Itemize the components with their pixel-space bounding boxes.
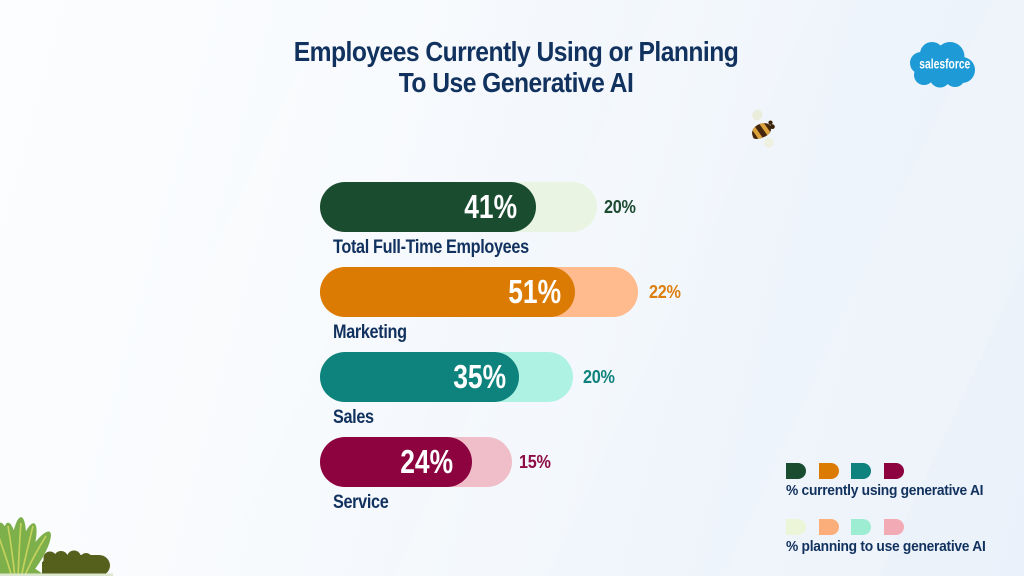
svg-text:salesforce: salesforce xyxy=(919,55,970,71)
